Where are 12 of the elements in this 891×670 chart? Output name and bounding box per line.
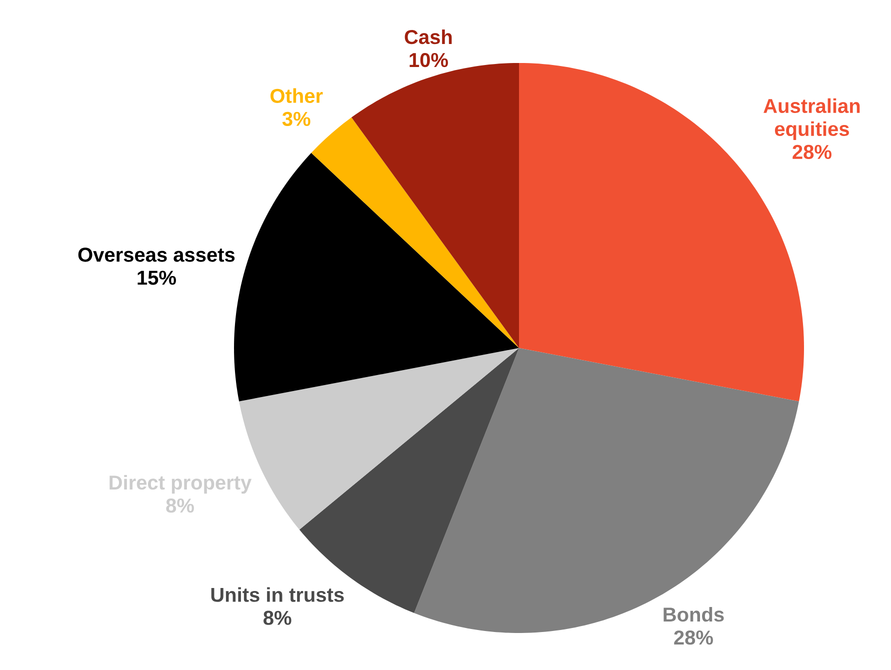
data-label: 3% [282,112,310,126]
slice-label: Overseas assets [78,248,235,262]
slice-label: Australian equities [764,98,860,140]
slice-label: Bonds [664,606,724,622]
data-label: 28% [674,630,713,645]
data-label: 8% [264,610,292,625]
slice-label: Cash [404,29,452,44]
data-label: 15% [138,270,176,285]
slice-label: Units in trusts [211,587,344,602]
data-label: 28% [792,144,832,160]
data-label: 10% [410,52,448,68]
slice-label: Other [270,88,323,103]
